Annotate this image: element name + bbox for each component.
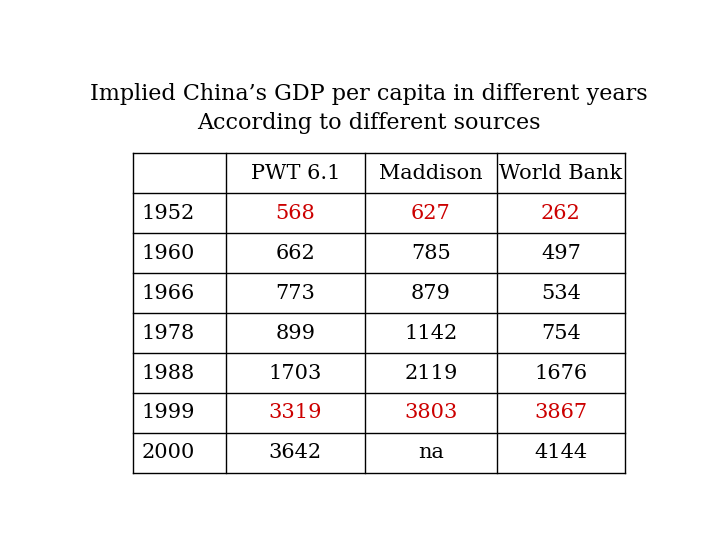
- Text: 1960: 1960: [142, 244, 195, 262]
- Text: 879: 879: [411, 284, 451, 302]
- Text: 2119: 2119: [405, 363, 458, 382]
- Text: 1978: 1978: [142, 323, 195, 342]
- Text: 899: 899: [275, 323, 315, 342]
- Text: 3319: 3319: [269, 403, 322, 422]
- Text: 3803: 3803: [405, 403, 458, 422]
- Text: 1952: 1952: [142, 204, 195, 223]
- Text: 773: 773: [276, 284, 315, 302]
- Text: 1999: 1999: [142, 403, 195, 422]
- Text: According to different sources: According to different sources: [197, 112, 541, 133]
- Text: Implied China’s GDP per capita in different years: Implied China’s GDP per capita in differ…: [90, 83, 648, 105]
- Text: 785: 785: [411, 244, 451, 262]
- Text: 754: 754: [541, 323, 581, 342]
- Text: 262: 262: [541, 204, 581, 223]
- Text: na: na: [418, 443, 444, 462]
- Text: 534: 534: [541, 284, 581, 302]
- Text: 1988: 1988: [142, 363, 195, 382]
- Text: 3642: 3642: [269, 443, 322, 462]
- Text: 4144: 4144: [534, 443, 588, 462]
- Text: World Bank: World Bank: [499, 164, 622, 183]
- Text: 2000: 2000: [142, 443, 195, 462]
- Text: 627: 627: [411, 204, 451, 223]
- Text: 662: 662: [276, 244, 315, 262]
- Text: 568: 568: [276, 204, 315, 223]
- Text: 1966: 1966: [142, 284, 195, 302]
- Text: 1703: 1703: [269, 363, 322, 382]
- Text: Maddison: Maddison: [379, 164, 483, 183]
- Text: 1142: 1142: [405, 323, 458, 342]
- Text: 1676: 1676: [534, 363, 588, 382]
- Text: 497: 497: [541, 244, 581, 262]
- Text: 3867: 3867: [534, 403, 588, 422]
- Text: PWT 6.1: PWT 6.1: [251, 164, 340, 183]
